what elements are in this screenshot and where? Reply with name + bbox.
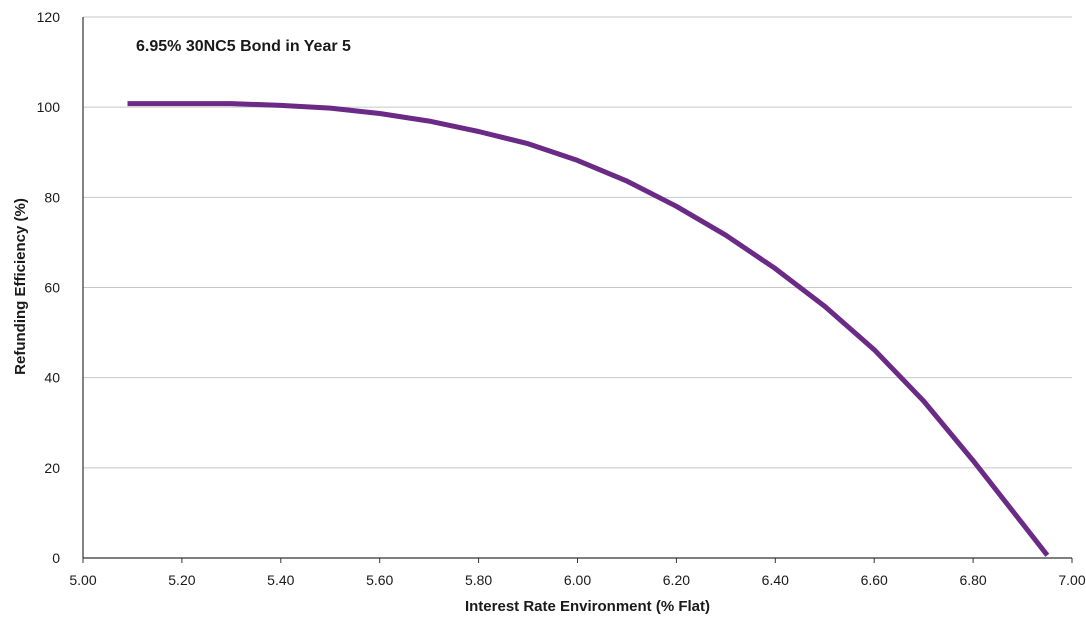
x-tick-label: 6.60 xyxy=(861,572,888,588)
x-tick-label: 5.00 xyxy=(69,572,96,588)
x-tick-label: 6.80 xyxy=(959,572,986,588)
axes xyxy=(82,17,1073,563)
y-tick-label: 80 xyxy=(44,189,60,205)
y-tick-label: 60 xyxy=(44,280,60,296)
chart-title: 6.95% 30NC5 Bond in Year 5 xyxy=(136,38,351,55)
x-axis-title: Interest Rate Environment (% Flat) xyxy=(465,598,710,615)
y-tick-label: 40 xyxy=(44,370,60,386)
x-tick-label: 6.00 xyxy=(564,572,591,588)
grid-lines xyxy=(83,16,1072,469)
x-tick-label: 6.20 xyxy=(663,572,690,588)
y-tick-label: 100 xyxy=(37,99,61,115)
x-tick-label: 6.40 xyxy=(762,572,789,588)
x-tick-label: 5.20 xyxy=(168,572,195,588)
x-tick-label: 5.60 xyxy=(366,572,393,588)
y-axis-title: Refunding Efficiency (%) xyxy=(12,198,29,375)
x-tick-label: 5.80 xyxy=(465,572,492,588)
series-line xyxy=(127,101,1050,557)
y-tick-label: 120 xyxy=(37,9,61,25)
y-tick-label: 0 xyxy=(52,550,60,566)
x-tick-label: 5.40 xyxy=(267,572,294,588)
tick-labels: 0 20 40 60 80 100 120 5.00 5.20 5.40 5.60 5.80 6.00 6… xyxy=(37,9,1086,588)
series-layer xyxy=(127,101,1050,557)
x-tick-label: 7.00 xyxy=(1058,572,1085,588)
y-tick-label: 20 xyxy=(44,460,60,476)
